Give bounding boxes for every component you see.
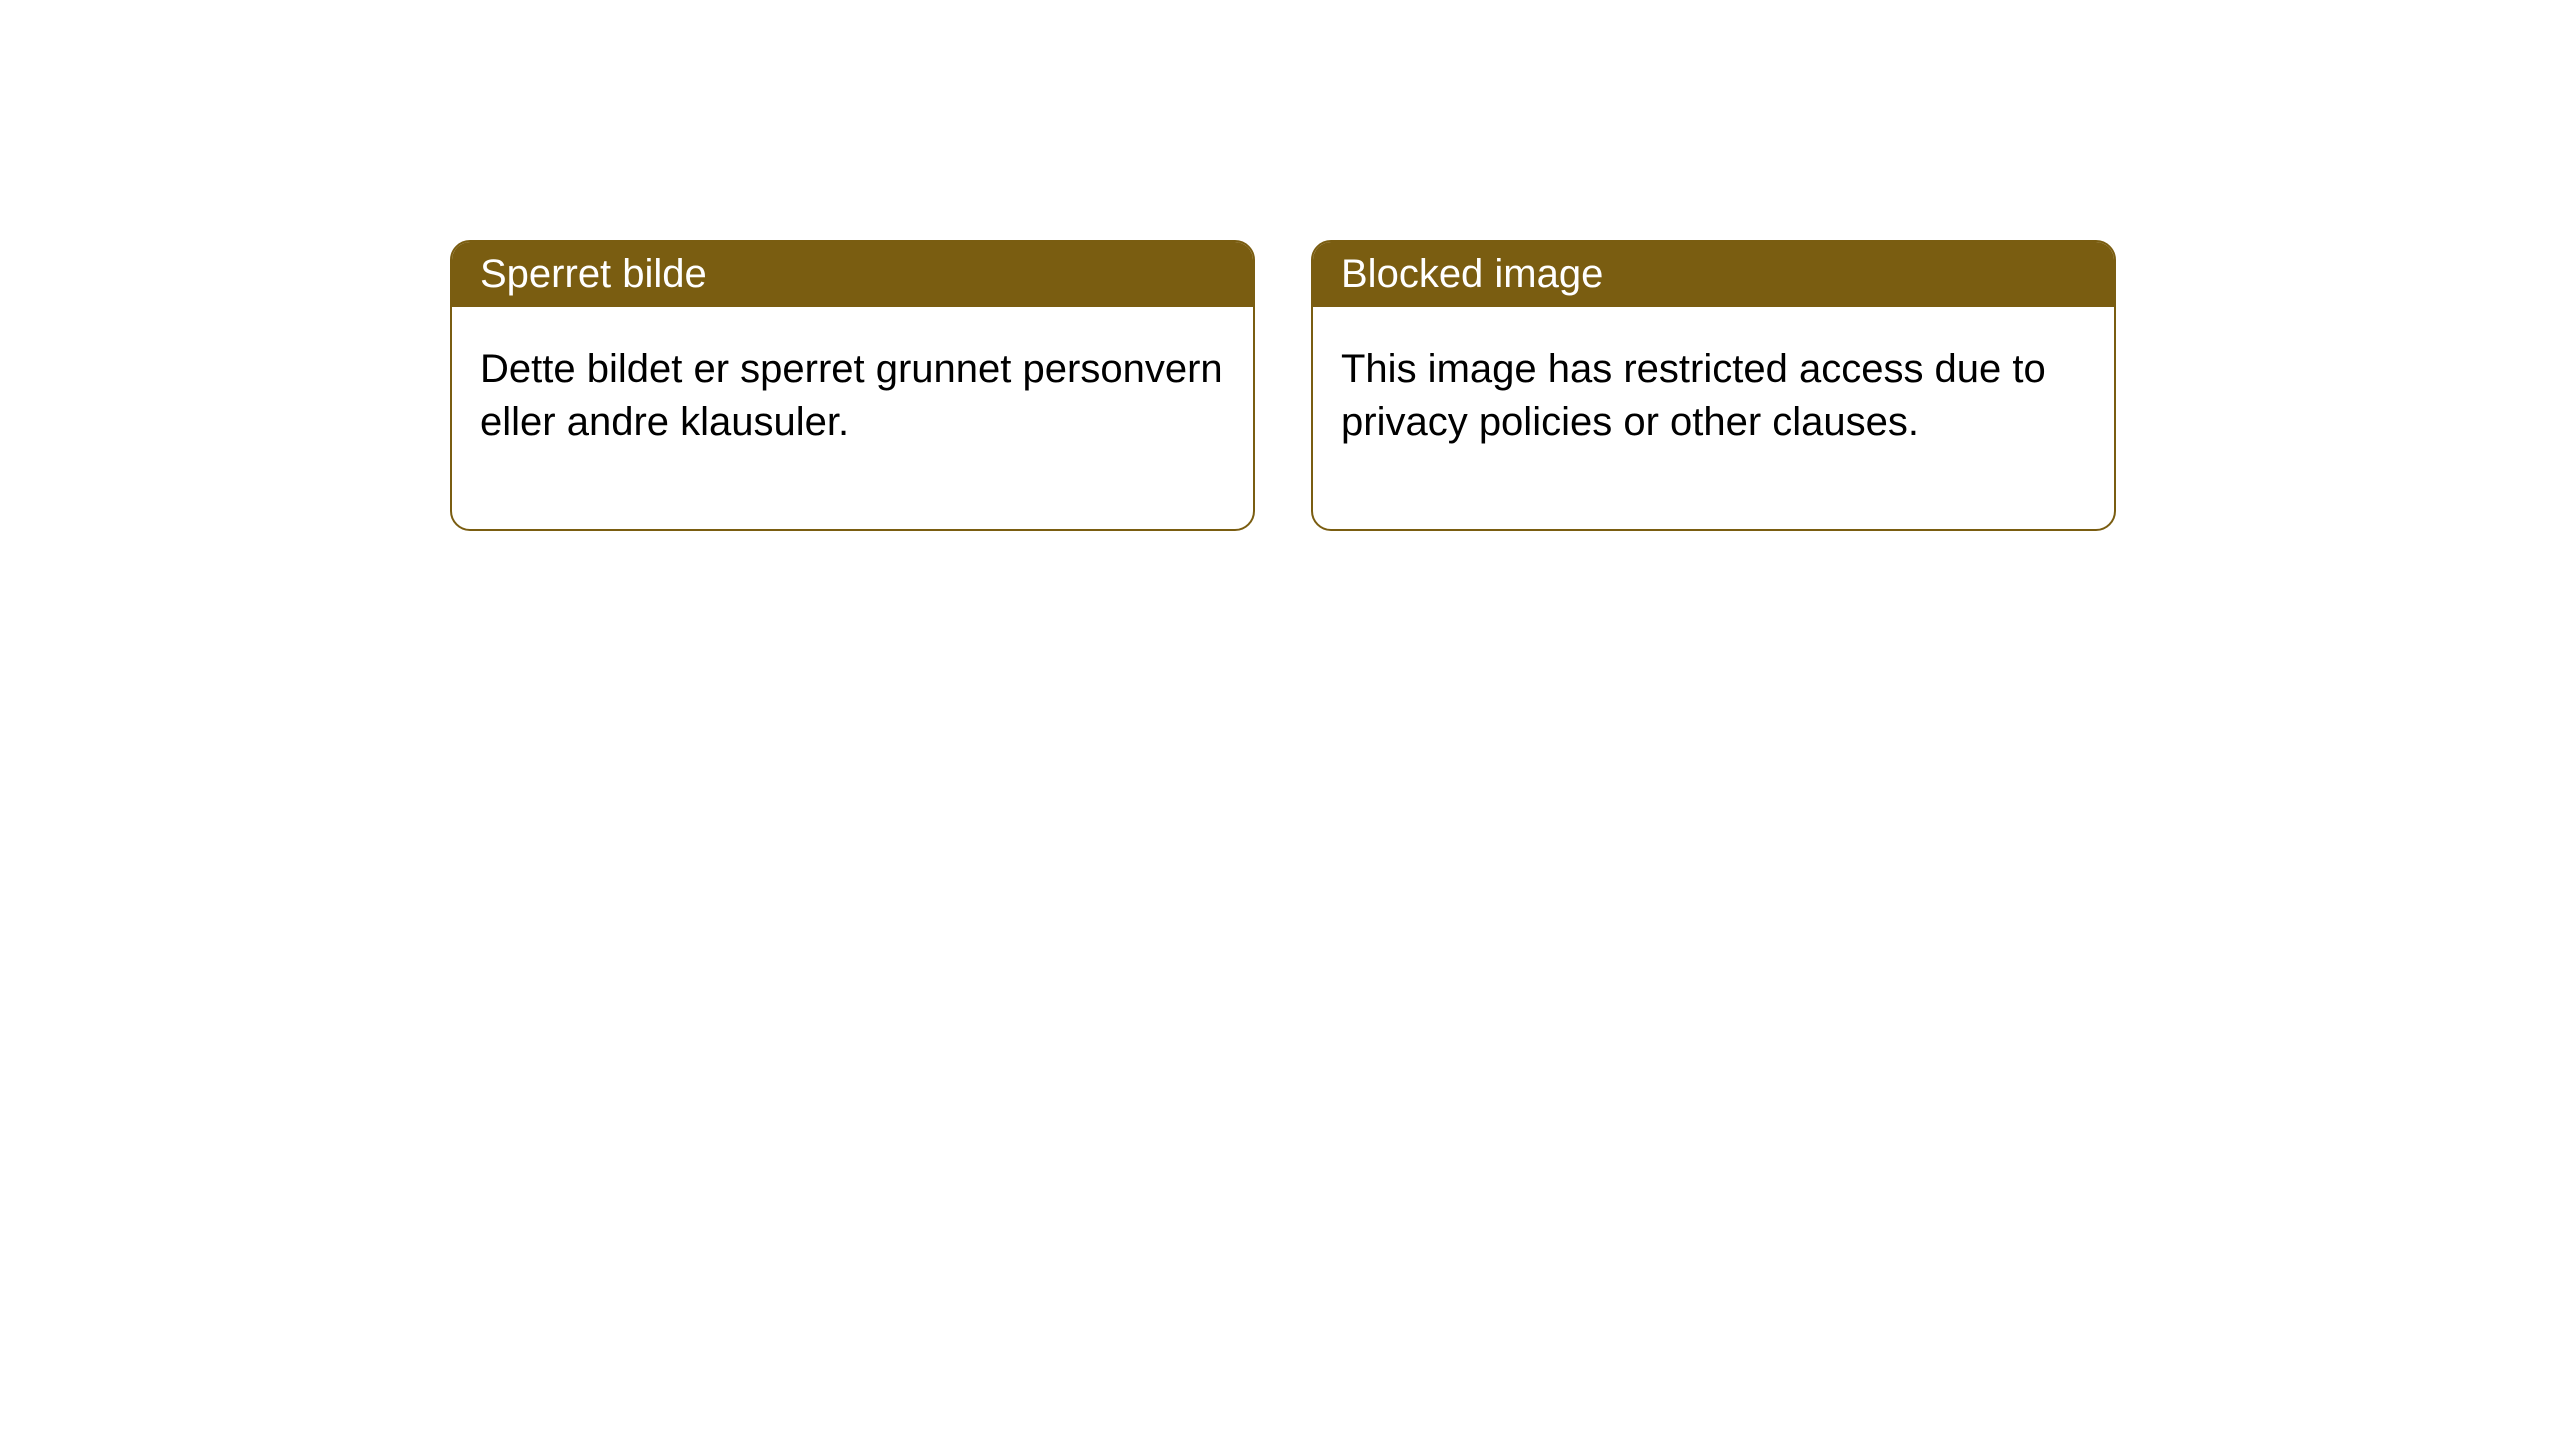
blocked-image-notices: Sperret bilde Dette bildet er sperret gr…: [450, 240, 2560, 531]
blocked-image-card-norwegian: Sperret bilde Dette bildet er sperret gr…: [450, 240, 1255, 531]
card-header-norwegian: Sperret bilde: [452, 242, 1253, 307]
card-body-norwegian: Dette bildet er sperret grunnet personve…: [452, 307, 1253, 529]
blocked-image-card-english: Blocked image This image has restricted …: [1311, 240, 2116, 531]
card-title: Sperret bilde: [480, 252, 707, 296]
card-body-english: This image has restricted access due to …: [1313, 307, 2114, 529]
card-title: Blocked image: [1341, 252, 1603, 296]
card-message: This image has restricted access due to …: [1341, 347, 2046, 444]
card-header-english: Blocked image: [1313, 242, 2114, 307]
card-message: Dette bildet er sperret grunnet personve…: [480, 347, 1223, 444]
